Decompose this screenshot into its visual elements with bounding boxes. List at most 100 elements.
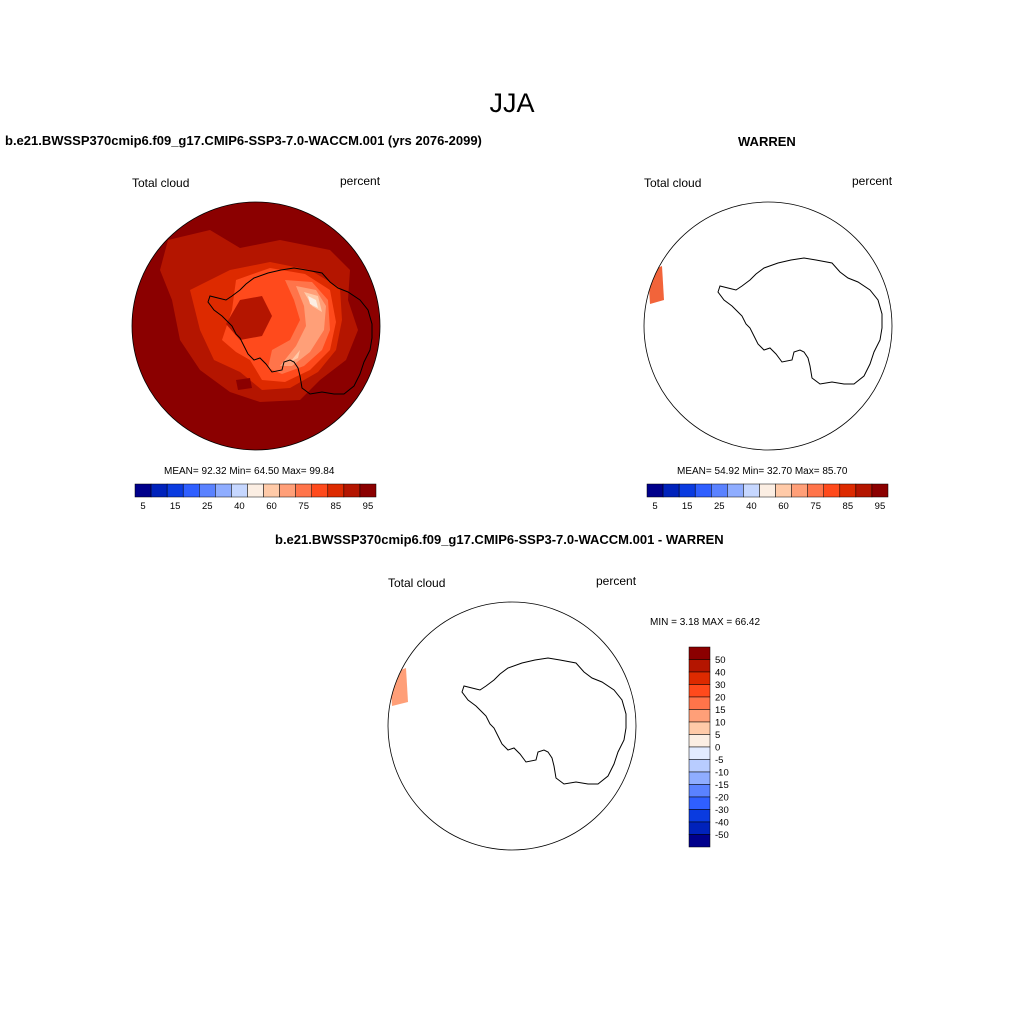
panel-b-colorbar-tick-label: 75 [810, 501, 821, 512]
panel-a-colorbar-tick-label: 40 [234, 501, 245, 512]
panel-a-colorbar-swatch-3 [182, 483, 200, 498]
panel-c-colorbar-swatch-8 [688, 746, 711, 760]
panel-c-colorbar-tick-label: -5 [715, 755, 723, 766]
panel-a-colorbar-swatch-7 [247, 483, 264, 498]
panel-a-colorbar-tick-label: 25 [202, 501, 213, 512]
panel-a-variable-label: Total cloud [132, 176, 190, 190]
panel-b-colorbar-swatch-6 [743, 483, 760, 498]
panel-c-colorbar-swatch-0 [688, 646, 711, 660]
panel-c-colorbar-swatch-11 [688, 784, 711, 798]
panel-b-colorbar-tick-label: 95 [875, 501, 886, 512]
panel-b-colorbar-tick-label: 5 [652, 501, 657, 512]
panel-a-colorbar-tick-label: 60 [266, 501, 277, 512]
panel-b-colorbar-swatch-5 [727, 483, 744, 498]
panel-c-variable-label: Total cloud [388, 576, 446, 590]
panel-b-colorbar-tick-label: 60 [778, 501, 789, 512]
panel-a-colorbar: 5 15 25 40 60 75 85 95 [134, 483, 377, 512]
panel-b-colorbar-swatch-2 [678, 483, 696, 498]
panel-c-map [388, 602, 636, 850]
panel-c-colorbar-tick-label: 50 [715, 655, 726, 666]
panel-b-stats: MEAN= 54.92 Min= 32.70 Max= 85.70 [677, 466, 848, 477]
panel-b-colorbar-tick-label: 85 [843, 501, 854, 512]
panel-b-colorbar-swatch-7 [759, 483, 776, 498]
panel-b-title: WARREN [738, 134, 796, 149]
panel-a-colorbar-swatch-2 [166, 483, 184, 498]
panel-a-colorbar-swatch-12 [327, 483, 345, 498]
panel-a-colorbar-swatch-5 [215, 483, 232, 498]
panel-c-colorbar-swatch-12 [688, 796, 711, 810]
panel-b-colorbar-swatch-10 [807, 483, 824, 498]
panel-a-stats: MEAN= 92.32 Min= 64.50 Max= 99.84 [164, 466, 335, 477]
panel-c-colorbar-swatch-13 [688, 809, 711, 823]
panel-c-colorbar-tick-label: -30 [715, 805, 729, 816]
panel-c-map-border [387, 601, 637, 851]
panel-c-colorbar-swatch-9 [688, 759, 711, 773]
panel-c-colorbar-swatch-4 [688, 696, 711, 710]
panel-a-colorbar-swatch-14 [359, 483, 377, 498]
panel-a-colorbar-swatch-13 [343, 483, 361, 498]
panel-b-colorbar-swatch-3 [694, 483, 712, 498]
panel-c-colorbar-tick-label: 15 [715, 705, 726, 716]
panel-c-colorbar-tick-label: -40 [715, 818, 729, 829]
panel-a-units-label: percent [340, 174, 381, 188]
panel-b-colorbar-swatch-9 [791, 483, 808, 498]
panel-a-colorbar-tick-label: 75 [298, 501, 309, 512]
panel-a-colorbar-swatch-8 [263, 483, 280, 498]
panel-c-stats: MIN = 3.18 MAX = 66.42 [650, 617, 761, 628]
panel-a-colorbar-swatch-9 [279, 483, 296, 498]
panel-b-colorbar-swatch-12 [839, 483, 857, 498]
panel-b-colorbar-swatch-1 [662, 483, 680, 498]
panel-c-data-patch [390, 668, 408, 706]
panel-c-colorbar-tick-label: 20 [715, 693, 726, 704]
panel-c-colorbar-tick-label: 10 [715, 718, 726, 729]
panel-c-units-label: percent [596, 574, 637, 588]
panel-c-colorbar-tick-label: -10 [715, 768, 729, 779]
panel-c-colorbar-tick-label: -20 [715, 793, 729, 804]
panel-a-colorbar-tick-label: 95 [363, 501, 374, 512]
panel-a-colorbar-swatch-0 [134, 483, 152, 498]
panel-b-colorbar-swatch-13 [855, 483, 873, 498]
panel-c-colorbar-swatch-10 [688, 771, 711, 785]
panel-c-title: b.e21.BWSSP370cmip6.f09_g17.CMIP6-SSP3-7… [275, 532, 724, 547]
panel-a-colorbar-swatch-4 [199, 483, 216, 498]
panel-a-colorbar-swatch-6 [231, 483, 248, 498]
panel-c-colorbar-swatch-3 [688, 684, 711, 698]
panel-b-colorbar-swatch-4 [711, 483, 728, 498]
panel-b-variable-label: Total cloud [644, 176, 702, 190]
panel-b-data-patch [648, 266, 664, 304]
panel-a-colorbar-swatch-10 [295, 483, 312, 498]
panel-b-colorbar-tick-label: 25 [714, 501, 725, 512]
panel-b-colorbar-swatch-14 [871, 483, 889, 498]
panel-c-colorbar-tick-label: -50 [715, 830, 729, 841]
panel-c-colorbar-swatch-7 [688, 734, 711, 748]
panel-b-map [644, 202, 892, 450]
panel-c-colorbar-swatch-14 [688, 821, 711, 835]
panel-a-colorbar-swatch-11 [311, 483, 329, 498]
panel-b-colorbar-tick-label: 40 [746, 501, 757, 512]
panel-b-colorbar: 5 15 25 40 60 75 85 95 [646, 483, 889, 512]
panel-c-colorbar-swatch-6 [688, 721, 711, 735]
panel-a-colorbar-swatch-1 [150, 483, 168, 498]
panel-b-colorbar-swatch-11 [823, 483, 841, 498]
panel-c-colorbar-swatch-2 [688, 671, 711, 685]
panel-b-map-border [643, 201, 893, 451]
panel-a-colorbar-tick-label: 5 [140, 501, 145, 512]
panel-c-colorbar-swatch-1 [688, 659, 711, 673]
panel-a-colorbar-tick-label: 15 [170, 501, 181, 512]
panel-a-interior-max [226, 296, 272, 340]
panel-b-colorbar-tick-label: 15 [682, 501, 693, 512]
panel-c-colorbar-swatch-15 [688, 834, 711, 848]
panel-c-colorbar-tick-label: 40 [715, 668, 726, 679]
panel-a-colorbar-tick-label: 85 [331, 501, 342, 512]
panel-b-units-label: percent [852, 174, 893, 188]
panel-a-contour-level-7 [308, 296, 318, 308]
panel-b-colorbar-swatch-8 [775, 483, 792, 498]
panel-a-title: b.e21.BWSSP370cmip6.f09_g17.CMIP6-SSP3-7… [5, 133, 482, 148]
panel-c-colorbar-tick-label: -15 [715, 780, 729, 791]
panel-a-map-border [131, 201, 381, 451]
figure-title: JJA [489, 88, 535, 118]
panel-b-colorbar-swatch-0 [646, 483, 664, 498]
panel-c-colorbar-tick-label: 30 [715, 680, 726, 691]
